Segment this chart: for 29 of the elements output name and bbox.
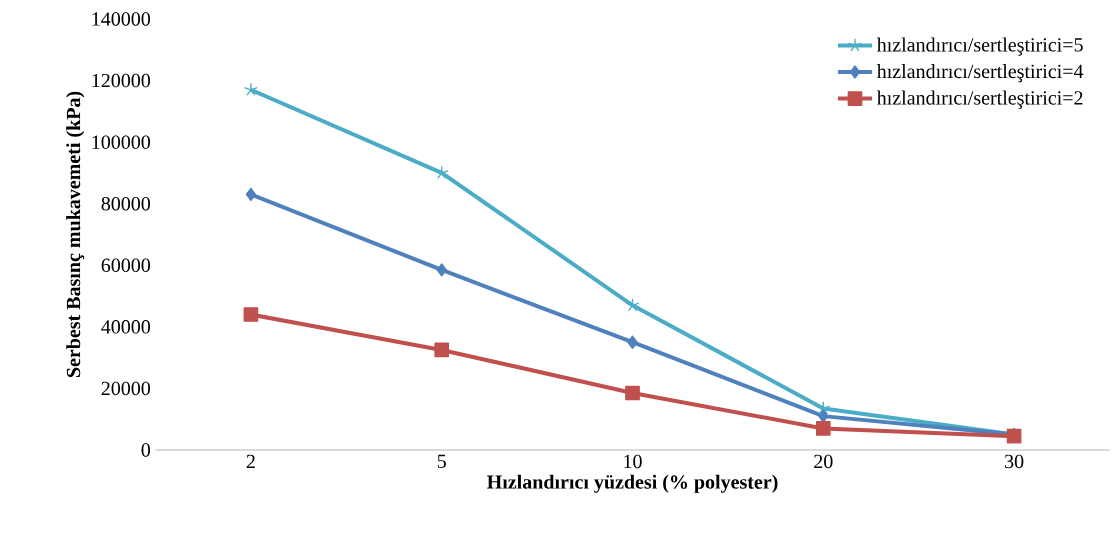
point: [815, 421, 831, 436]
y-tick-label: 0: [141, 443, 151, 457]
point: [243, 82, 258, 96]
legend-label: hızlandırıcı/sertleştirici=4: [876, 64, 1084, 83]
point: [818, 409, 829, 423]
point: [434, 342, 450, 358]
y-tick-label: 40000: [101, 320, 151, 334]
y-tick-label: 20000: [101, 381, 151, 396]
point: [625, 297, 640, 312]
legend-label: hızlandırıcı/sertleştirici=5: [876, 37, 1083, 56]
point: [625, 385, 640, 401]
x-tick-label: 2: [246, 454, 255, 468]
y-tick-label: 100000: [92, 135, 151, 149]
x-axis-title: Hızlandırıcı yüzdesi (% polyester): [487, 474, 778, 493]
y-axis-title: Serbest Basınç mukavemeti (kPa): [66, 91, 85, 378]
y-tick-label: 140000: [92, 12, 151, 26]
y-tick-label: 60000: [101, 258, 151, 273]
point: [245, 187, 257, 202]
x-tick-label: 20: [814, 454, 833, 469]
x-tick-label: 5: [437, 454, 446, 468]
point: [436, 263, 447, 277]
y-tick-label: 80000: [101, 196, 151, 211]
y-tick-label: 120000: [92, 73, 151, 88]
x-tick-label: 10: [624, 454, 642, 469]
x-tick-label: 30: [1005, 454, 1024, 469]
point: [816, 401, 831, 415]
point: [243, 307, 259, 322]
point: [627, 335, 638, 349]
legend-label: hızlandırıcı/sertleştirici=2: [876, 90, 1083, 109]
